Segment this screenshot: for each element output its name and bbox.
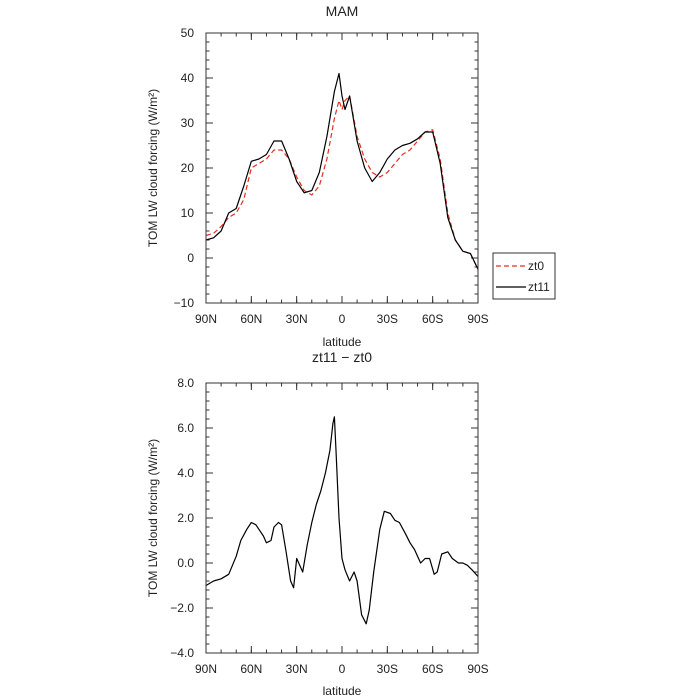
legend-label-zt0: zt0	[528, 259, 544, 273]
y-tick-label: −4.0	[170, 646, 194, 660]
chart-title-mam: MAM	[326, 3, 359, 19]
x-tick-label: 60N	[240, 312, 262, 326]
y-tick-label: 2.0	[177, 511, 194, 525]
y-tick-label: 20	[181, 161, 195, 175]
x-tick-label: 0	[339, 312, 346, 326]
panel-mam: MAM 90N 60N 30N 0 30S 60S 90S −10 0 10 20 30 40 50 la…	[146, 3, 556, 349]
series-line-zt11	[205, 72, 479, 270]
y-tick-label: 40	[181, 71, 195, 85]
y-tick-label: 10	[181, 206, 195, 220]
x-tick-label: 30N	[286, 312, 308, 326]
y-tick-label: 50	[181, 26, 195, 40]
plot-frame-diff	[205, 382, 479, 654]
plot-frame-mam	[205, 32, 479, 304]
legend-label-zt11: zt11	[528, 280, 550, 294]
y-tick-label: −10	[174, 296, 195, 310]
series-line-difference	[205, 416, 479, 625]
y-tick-label: 4.0	[177, 466, 194, 480]
x-axis-label-diff: latitude	[323, 684, 362, 698]
chart-title-diff: zt11 − zt0	[312, 349, 372, 365]
x-tick-label: 60N	[240, 662, 262, 676]
x-tick-label: 90S	[467, 662, 488, 676]
legend-box	[492, 252, 556, 300]
x-tick-label: 30S	[377, 312, 398, 326]
panel-diff: zt11 − zt0 90N 60N 30N 0 30S 60S 90S −4.0 −2.0 0.…	[146, 349, 489, 698]
x-tick-label: 30N	[286, 662, 308, 676]
x-tick-label: 30S	[377, 662, 398, 676]
x-axis-label-mam: latitude	[323, 335, 362, 349]
y-axis-label-mam: TOM LW cloud forcing (W/m²)	[146, 89, 160, 247]
x-tick-label: 60S	[422, 312, 443, 326]
y-tick-label: −2.0	[170, 601, 194, 615]
x-tick-label: 0	[339, 662, 346, 676]
y-axis-label-diff: TOM LW cloud forcing (W/m²)	[146, 439, 160, 597]
y-tick-label: 0.0	[177, 556, 194, 570]
y-tick-label: 30	[181, 116, 195, 130]
y-tick-label: 0	[187, 251, 194, 265]
y-tick-label: 6.0	[177, 421, 194, 435]
x-tick-label: 90N	[195, 312, 217, 326]
x-tick-label: 90S	[467, 312, 488, 326]
series-line-zt0	[205, 95, 479, 270]
x-tick-label: 60S	[422, 662, 443, 676]
y-tick-label: 8.0	[177, 376, 194, 390]
legend: zt0 zt11	[492, 252, 556, 300]
x-tick-label: 90N	[195, 662, 217, 676]
